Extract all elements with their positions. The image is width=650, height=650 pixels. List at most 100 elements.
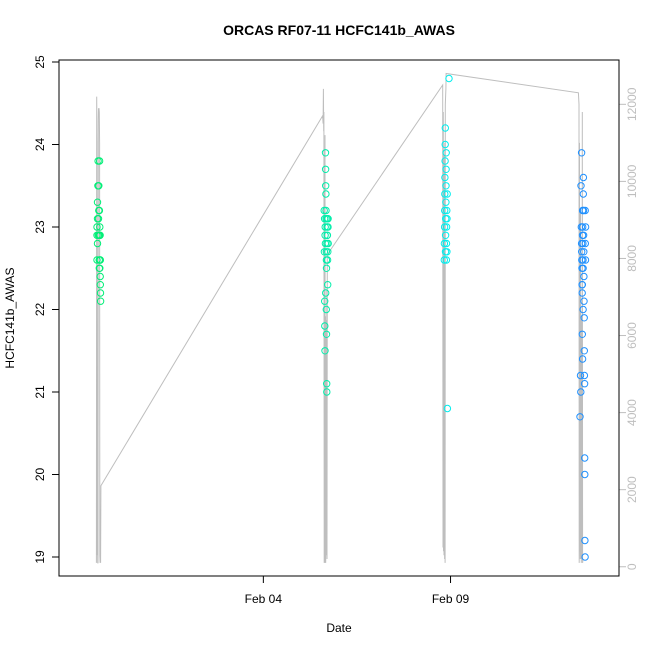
data-point-0-11	[95, 182, 103, 190]
data-point-1-13	[322, 206, 330, 215]
data-point-0-5	[93, 198, 102, 206]
data-point-3-23	[580, 272, 588, 281]
data-point-3-2	[577, 388, 585, 396]
data-point-1-30	[324, 239, 332, 248]
data-point-0-9	[94, 215, 103, 223]
data-point-3-26	[580, 347, 588, 355]
data-point-2-18	[442, 223, 451, 231]
data-point-0-19	[96, 272, 104, 281]
data-point-1-26	[324, 281, 332, 289]
data-point-3-28	[580, 380, 589, 388]
data-point-3-36	[581, 223, 590, 231]
data-point-1-31	[322, 330, 331, 338]
data-point-2-7	[441, 140, 449, 149]
y-tick-label-5: 24	[33, 138, 47, 152]
data-point-2-13	[442, 182, 450, 190]
data-point-1-18	[323, 380, 331, 388]
y-tick-label-1: 20	[33, 468, 47, 482]
data-point-3-29	[581, 454, 589, 462]
data-point-3-24	[580, 297, 588, 305]
data-point-2-8	[441, 124, 449, 132]
series-0	[93, 157, 105, 305]
data-point-3-17	[579, 264, 587, 272]
data-point-1-6	[321, 231, 329, 240]
altitude-layer	[95, 72, 584, 564]
data-point-3-40	[578, 355, 587, 363]
data-point-2-2	[440, 223, 449, 231]
data-point-3-1	[576, 371, 585, 380]
data-point-2-5	[441, 173, 449, 182]
data-point-1-29	[324, 215, 332, 223]
data-point-3-30	[581, 470, 589, 479]
data-point-1-3	[321, 297, 329, 305]
y2-tick-label-2: 4000	[625, 399, 639, 426]
data-point-1-10	[321, 165, 330, 174]
data-point-3-0	[576, 413, 584, 421]
data-point-3-39	[579, 305, 587, 314]
data-point-2-10	[441, 231, 450, 240]
data-point-3-21	[579, 231, 588, 240]
data-point-3-18	[579, 190, 587, 198]
y2-tick-label-1: 2000	[625, 476, 639, 503]
y-tick-label-2: 21	[33, 385, 47, 399]
y2-tick-label-4: 8000	[625, 245, 639, 272]
series-2	[440, 74, 453, 413]
data-point-1-1	[320, 248, 329, 256]
y-tick-label-0: 19	[33, 550, 47, 564]
x-axis-label: Date	[326, 621, 352, 635]
y2-tick-label-3: 6000	[625, 322, 639, 349]
data-point-3-38	[578, 281, 586, 289]
data-point-1-4	[321, 322, 329, 330]
data-point-0-15	[95, 157, 104, 165]
data-point-1-9	[321, 149, 330, 157]
data-point-2-15	[442, 149, 450, 157]
data-point-2-3	[441, 206, 449, 215]
y2-tick-label-6: 12000	[625, 87, 639, 121]
data-point-1-5	[321, 347, 329, 355]
data-point-0-14	[95, 206, 104, 215]
data-point-1-19	[323, 388, 331, 396]
data-point-3-37	[577, 149, 586, 157]
data-point-3-31	[581, 536, 589, 545]
y-tick-label-4: 23	[33, 220, 47, 234]
data-point-3-34	[581, 239, 589, 248]
altitude-line	[95, 72, 584, 564]
points-layer	[93, 74, 590, 561]
data-point-0-2	[93, 223, 101, 231]
data-point-0-20	[96, 281, 105, 289]
data-point-2-14	[442, 165, 450, 174]
data-point-3-25	[580, 314, 588, 322]
y-tick-label-6: 25	[33, 55, 47, 69]
data-point-3-33	[581, 206, 589, 215]
data-point-0-26	[95, 264, 104, 272]
data-point-2-20	[443, 248, 451, 256]
data-point-2-24	[445, 74, 453, 83]
data-point-1-12	[322, 190, 330, 198]
data-point-1-32	[322, 305, 330, 314]
x-tick-label-0: Feb 04	[245, 592, 283, 606]
data-point-3-10	[578, 289, 586, 297]
data-point-2-22	[443, 190, 451, 198]
data-point-3-16	[579, 256, 587, 264]
x-tick-label-1: Feb 09	[432, 592, 470, 606]
chart-title: ORCAS RF07-11 HCFC141b_AWAS	[223, 22, 455, 38]
data-point-2-4	[441, 190, 449, 198]
data-point-2-1	[440, 239, 449, 248]
y-axis-label: HCFC141b_AWAS	[3, 267, 17, 368]
series-3	[576, 149, 590, 561]
data-point-3-14	[579, 223, 587, 231]
data-point-2-19	[443, 206, 451, 215]
axes-layer: Feb 04 Feb 09 19 20 21 22 23 24 25 0 2000 4000 6000 8…	[33, 55, 639, 606]
y2-tick-label-5: 10000	[625, 164, 639, 198]
data-point-3-32	[581, 553, 589, 561]
data-point-2-23	[443, 404, 452, 413]
data-point-1-11	[322, 182, 330, 190]
data-point-0-24	[96, 256, 105, 264]
data-point-1-17	[322, 264, 331, 272]
plot-frame	[58, 59, 620, 577]
data-point-3-27	[580, 371, 589, 380]
data-point-1-27	[324, 248, 332, 256]
data-point-0-21	[96, 289, 105, 297]
data-point-2-21	[443, 215, 451, 223]
